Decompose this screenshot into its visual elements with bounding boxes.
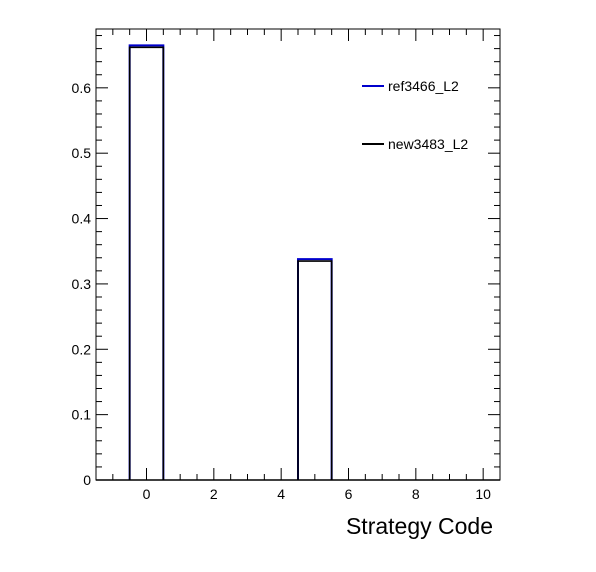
legend: ref3466_L2 new3483_L2 — [362, 78, 468, 152]
y-tick-label: 0.4 — [72, 211, 92, 227]
x-axis: 0 2 4 6 8 10 — [143, 486, 492, 502]
x-tick-label: 6 — [345, 486, 353, 502]
y-tick-label: 0.6 — [72, 80, 92, 96]
y-tick-label: 0.5 — [72, 145, 92, 161]
y-tick-label: 0.2 — [72, 341, 92, 357]
x-tick-label: 4 — [277, 486, 285, 502]
y-tick-label: 0.3 — [72, 276, 92, 292]
x-tick-label: 8 — [412, 486, 420, 502]
bar-new3483_L2-0 — [128, 46, 165, 480]
y-axis: 0 0.1 0.2 0.3 0.4 0.5 0.6 — [72, 80, 92, 488]
axis-lines — [95, 29, 501, 481]
bar-ref3466_L2-0 — [128, 44, 165, 480]
x-tick-label: 0 — [143, 486, 151, 502]
legend-label-new3483_L2: new3483_L2 — [388, 136, 468, 152]
x-axis-title: Strategy Code — [346, 513, 493, 539]
bar-new3483_L2-5 — [297, 260, 333, 480]
bar-ref3466_L2-5 — [297, 258, 333, 480]
legend-label-ref3466_L2: ref3466_L2 — [388, 78, 459, 94]
histogram-bars — [96, 44, 500, 481]
x-tick-label: 10 — [475, 486, 491, 502]
y-tick-label: 0 — [83, 472, 91, 488]
x-tick-label: 2 — [210, 486, 218, 502]
y-tick-label: 0.1 — [72, 407, 92, 423]
